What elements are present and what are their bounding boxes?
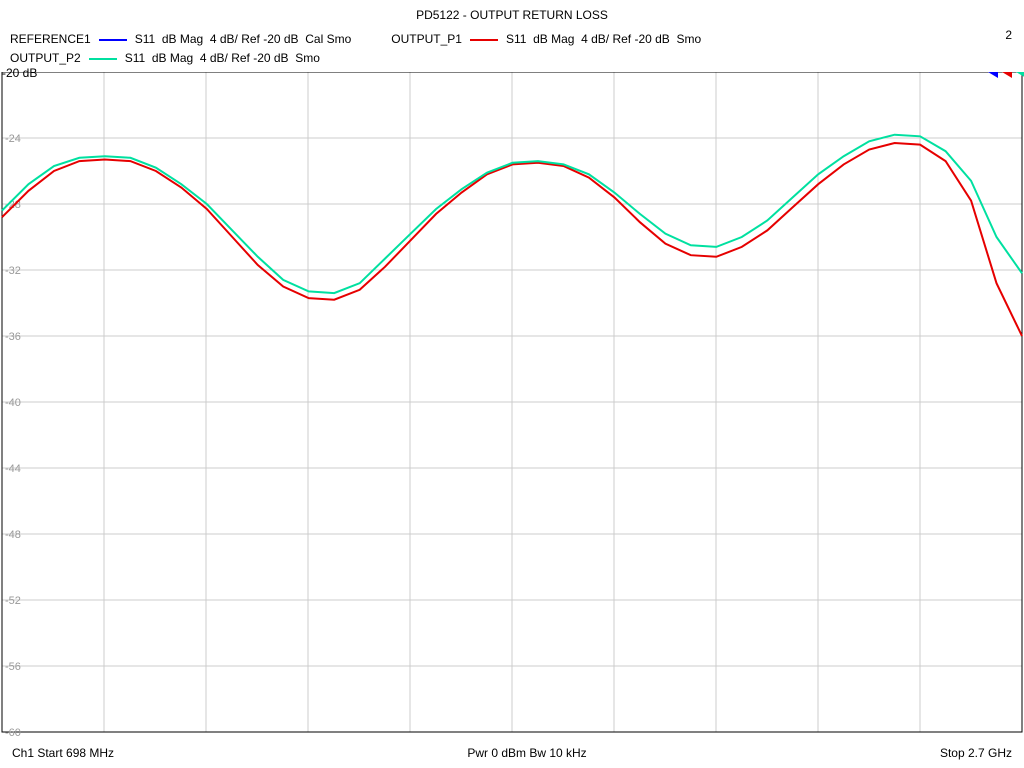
- legend-item: OUTPUT_P1 S11 dB Mag 4 dB/ Ref -20 dB Smo: [391, 30, 701, 49]
- legend-item: OUTPUT_P2S11 dB Mag 4 dB/ Ref -20 dB Smo: [10, 49, 320, 68]
- svg-text:-56: -56: [5, 661, 21, 673]
- plot-area: -24-28-32-36-40-44-48-52-56-60: [0, 72, 1024, 742]
- legend-trace-desc: S11 dB Mag 4 dB/ Ref -20 dB Smo: [506, 30, 701, 49]
- footer-stop: Stop 2.7 GHz: [940, 746, 1012, 760]
- legend-item: REFERENCE1 S11 dB Mag 4 dB/ Ref -20 dB Ca…: [10, 30, 351, 49]
- ref-marker-icon: [1002, 72, 1012, 78]
- svg-text:-24: -24: [5, 133, 21, 145]
- ref-marker-icon: [1016, 72, 1024, 78]
- legend-trace-name: OUTPUT_P1: [391, 30, 462, 49]
- svg-text:-40: -40: [5, 397, 21, 409]
- footer-start: Ch1 Start 698 MHz: [12, 746, 114, 760]
- legend-swatch: [89, 58, 117, 60]
- chart-title: PD5122 - OUTPUT RETURN LOSS: [0, 0, 1024, 22]
- chart-svg: -24-28-32-36-40-44-48-52-56-60: [0, 72, 1024, 742]
- svg-text:-48: -48: [5, 529, 21, 541]
- ref-marker-icon: [988, 72, 998, 78]
- svg-text:-60: -60: [5, 727, 21, 739]
- legend-swatch: [99, 39, 127, 41]
- legend-trace-desc: S11 dB Mag 4 dB/ Ref -20 dB Cal Smo: [135, 30, 352, 49]
- svg-text:-36: -36: [5, 331, 21, 343]
- svg-text:-32: -32: [5, 265, 21, 277]
- svg-text:-44: -44: [5, 463, 21, 475]
- legend-swatch: [470, 39, 498, 41]
- legend: REFERENCE1 S11 dB Mag 4 dB/ Ref -20 dB Ca…: [0, 22, 1024, 72]
- footer-bar: Ch1 Start 698 MHz Pwr 0 dBm Bw 10 kHz St…: [0, 742, 1024, 764]
- legend-trace-name: REFERENCE1: [10, 30, 91, 49]
- svg-text:-52: -52: [5, 595, 21, 607]
- footer-power-bw: Pwr 0 dBm Bw 10 kHz: [467, 746, 586, 760]
- legend-trace-desc: S11 dB Mag 4 dB/ Ref -20 dB Smo: [125, 49, 320, 68]
- channel-number: 2: [1005, 28, 1012, 42]
